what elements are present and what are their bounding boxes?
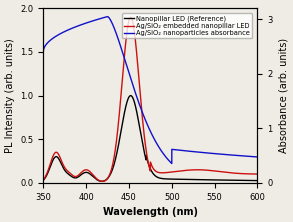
Ag/SiO₂ nanoparticles absorbance — [133, 90, 137, 92]
Ag/SiO₂ nanoparticles absorbance — [42, 51, 45, 53]
Ag/SiO₂ embedded nanopillar LED — [66, 170, 69, 172]
Y-axis label: PL Intensity (arb. units): PL Intensity (arb. units) — [5, 38, 15, 153]
Ag/SiO₂ embedded nanopillar LED — [252, 173, 255, 175]
Nanopillar LED (Reference) — [100, 180, 103, 183]
Ag/SiO₂ embedded nanopillar LED — [129, 16, 132, 18]
Ag/SiO₂ nanoparticles absorbance — [124, 60, 127, 63]
Legend: Nanopillar LED (Reference), Ag/SiO₂ embedded nanopillar LED, Ag/SiO₂ nanoparticl: Nanopillar LED (Reference), Ag/SiO₂ embe… — [122, 14, 252, 38]
Line: Ag/SiO₂ nanoparticles absorbance: Ag/SiO₂ nanoparticles absorbance — [43, 17, 258, 163]
Ag/SiO₂ nanoparticles absorbance — [252, 155, 255, 158]
Ag/SiO₂ nanoparticles absorbance — [66, 29, 69, 32]
Ag/SiO₂ embedded nanopillar LED — [256, 173, 259, 175]
Nanopillar LED (Reference) — [42, 179, 45, 182]
Ag/SiO₂ nanoparticles absorbance — [256, 156, 259, 158]
Ag/SiO₂ nanoparticles absorbance — [106, 15, 109, 18]
Ag/SiO₂ embedded nanopillar LED — [100, 180, 104, 183]
Line: Nanopillar LED (Reference): Nanopillar LED (Reference) — [43, 96, 258, 181]
Nanopillar LED (Reference) — [124, 107, 127, 109]
Nanopillar LED (Reference) — [129, 94, 132, 97]
Ag/SiO₂ embedded nanopillar LED — [133, 34, 137, 37]
Nanopillar LED (Reference) — [79, 174, 82, 177]
Y-axis label: Absorbance (arb. units): Absorbance (arb. units) — [278, 38, 288, 153]
Nanopillar LED (Reference) — [133, 102, 137, 105]
Ag/SiO₂ embedded nanopillar LED — [229, 171, 232, 174]
Nanopillar LED (Reference) — [229, 179, 232, 182]
Nanopillar LED (Reference) — [66, 172, 69, 175]
Ag/SiO₂ embedded nanopillar LED — [79, 172, 82, 175]
Nanopillar LED (Reference) — [252, 179, 255, 182]
Ag/SiO₂ nanoparticles absorbance — [79, 24, 82, 26]
Ag/SiO₂ embedded nanopillar LED — [42, 178, 45, 181]
X-axis label: Wavelength (nm): Wavelength (nm) — [103, 207, 198, 217]
Line: Ag/SiO₂ embedded nanopillar LED: Ag/SiO₂ embedded nanopillar LED — [43, 17, 258, 181]
Ag/SiO₂ nanoparticles absorbance — [229, 154, 232, 156]
Ag/SiO₂ nanoparticles absorbance — [170, 162, 173, 165]
Nanopillar LED (Reference) — [256, 179, 259, 182]
Ag/SiO₂ embedded nanopillar LED — [124, 44, 127, 46]
